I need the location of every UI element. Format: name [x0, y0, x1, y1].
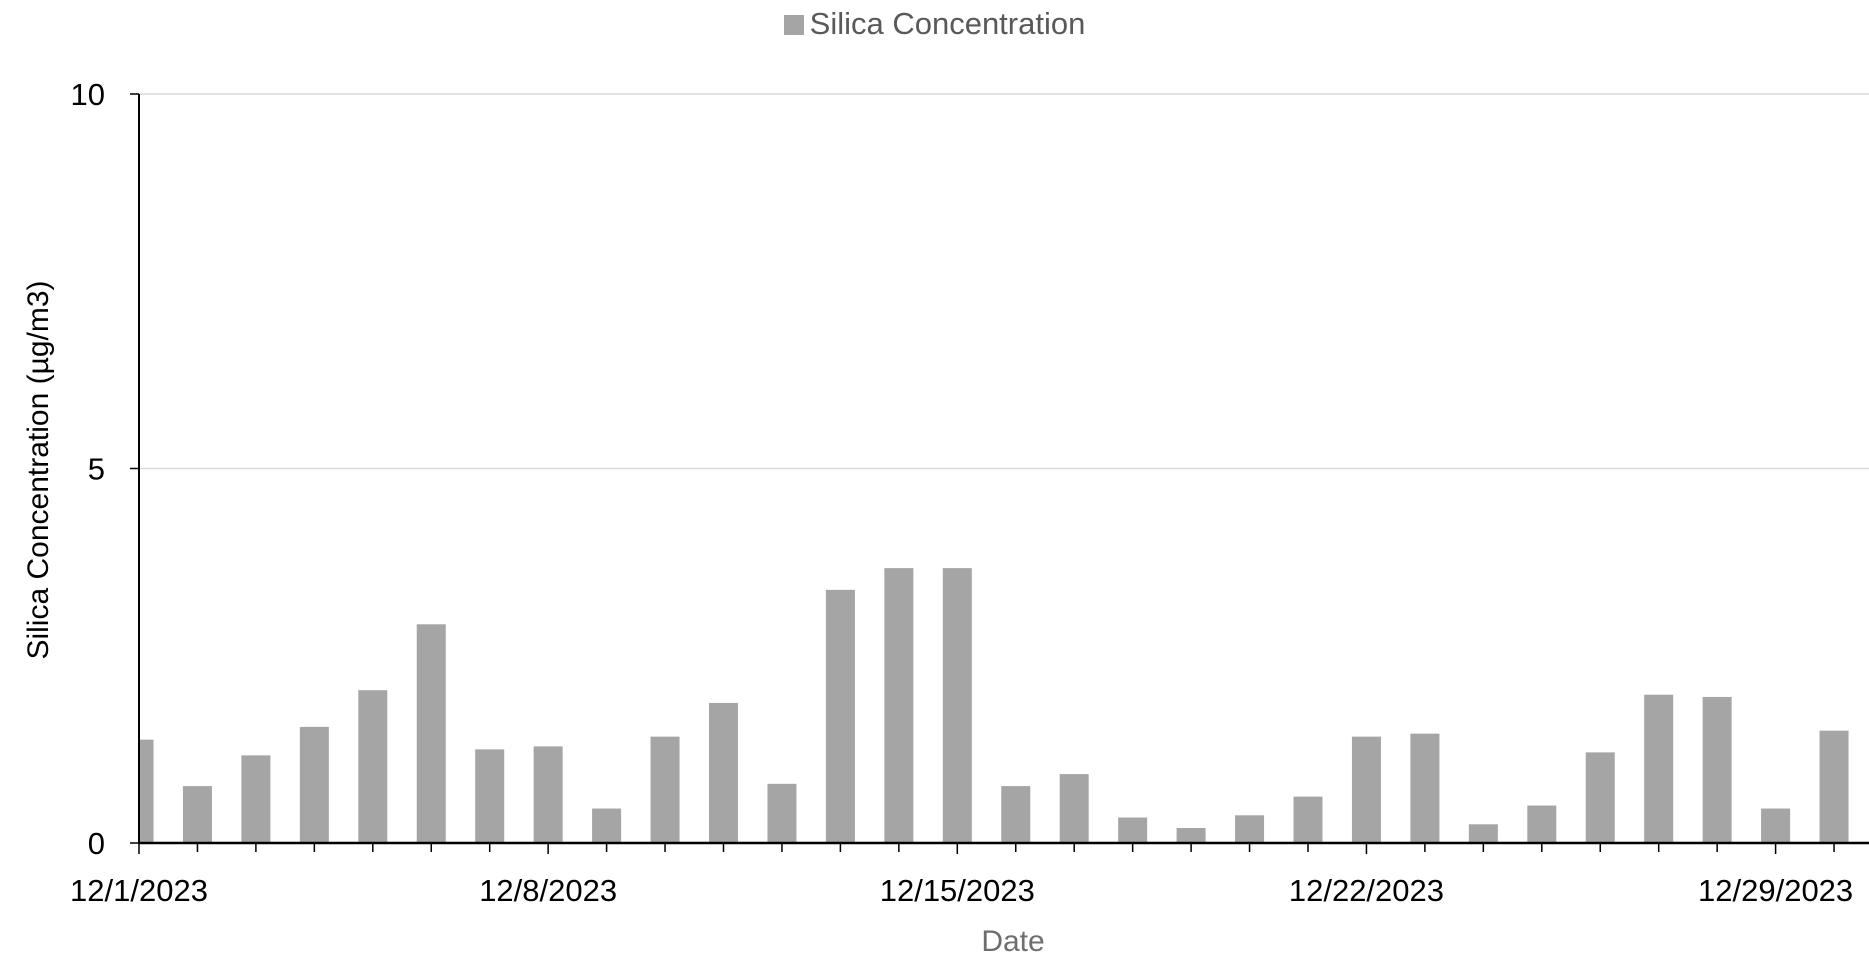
bar [1059, 774, 1089, 843]
bar [884, 568, 914, 843]
bar [1702, 696, 1732, 843]
bar [1644, 694, 1674, 843]
tick-labels: 0 5 10 12/1/2023 12/8/2023 12/15/2023 12/22/20… [70, 77, 1853, 908]
bar [533, 746, 563, 843]
bar [416, 624, 446, 843]
y-tick-label: 10 [71, 77, 105, 112]
legend-swatch-silica [783, 15, 804, 35]
bar [299, 726, 329, 843]
bar [1468, 824, 1498, 843]
bar [1527, 805, 1557, 843]
bar [1293, 796, 1323, 843]
bar [1176, 828, 1206, 843]
bar [942, 568, 972, 843]
bar [767, 783, 797, 843]
bar [139, 739, 154, 843]
x-axis-title: Date [981, 925, 1045, 958]
bar [1235, 815, 1265, 843]
x-tick-label: 12/29/2023 [1698, 873, 1853, 908]
bar [475, 749, 505, 843]
bar [1761, 808, 1791, 843]
x-tick-label: 12/15/2023 [880, 873, 1035, 908]
axes [130, 93, 1869, 854]
chart-legend: Silica Concentration [0, 6, 1869, 42]
bar [182, 786, 212, 843]
x-tick-label: 12/8/2023 [479, 873, 617, 908]
bar [825, 589, 855, 843]
bar [709, 702, 738, 843]
y-tick-label: 0 [88, 826, 105, 861]
bar [592, 808, 622, 843]
bar [1585, 752, 1615, 843]
x-tick-label: 12/1/2023 [70, 873, 208, 908]
bar [1410, 733, 1440, 843]
gridlines [139, 93, 1869, 470]
bar-series-silica [139, 568, 1849, 843]
bar [358, 690, 388, 843]
bar [1819, 730, 1849, 843]
bar [1351, 736, 1381, 843]
bar [1118, 817, 1148, 843]
legend-label-silica: Silica Concentration [809, 6, 1086, 41]
bar [241, 755, 271, 843]
y-tick-label: 5 [88, 452, 105, 487]
bar [650, 736, 680, 843]
x-tick-label: 12/22/2023 [1289, 873, 1444, 908]
bar [1001, 786, 1031, 843]
